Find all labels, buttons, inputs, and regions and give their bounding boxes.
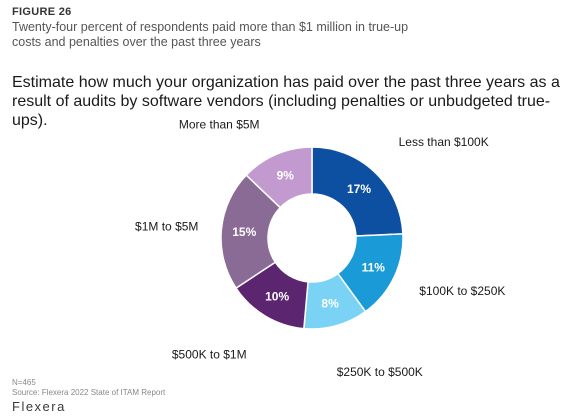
category-label-1m-to-5m: $1M to $5M [135, 219, 198, 233]
value-label-less-than-100k: 17% [347, 182, 371, 196]
category-label-more-than-5m: More than $5M [179, 118, 260, 132]
source-note: Source: Flexera 2022 State of ITAM Repor… [12, 388, 166, 397]
category-label-250k-to-500k: $250K to $500K [337, 365, 423, 379]
category-label-less-than-100k: Less than $100K [399, 135, 489, 149]
sample-size: N=465 [12, 378, 36, 387]
category-label-100k-to-250k: $100K to $250K [419, 284, 505, 298]
category-label-500k-to-1m: $500K to $1M [172, 348, 247, 362]
figure-caption: Twenty-four percent of respondents paid … [12, 20, 409, 49]
value-label-250k-to-500k: 8% [321, 297, 339, 311]
flexera-logo: Flexera [12, 399, 66, 414]
value-label-1m-to-5m: 15% [232, 225, 256, 239]
slice-1m-to-5m [220, 174, 282, 290]
slice-more-than-5m [245, 146, 313, 209]
value-label-more-than-5m: 9% [277, 168, 295, 182]
value-label-100k-to-250k: 11% [362, 261, 386, 275]
value-label-500k-to-1m: 10% [265, 289, 289, 303]
slice-less-than-100k [311, 146, 404, 237]
figure-label: FIGURE 26 [12, 6, 72, 18]
survey-question: Estimate how much your organization has … [12, 74, 560, 129]
